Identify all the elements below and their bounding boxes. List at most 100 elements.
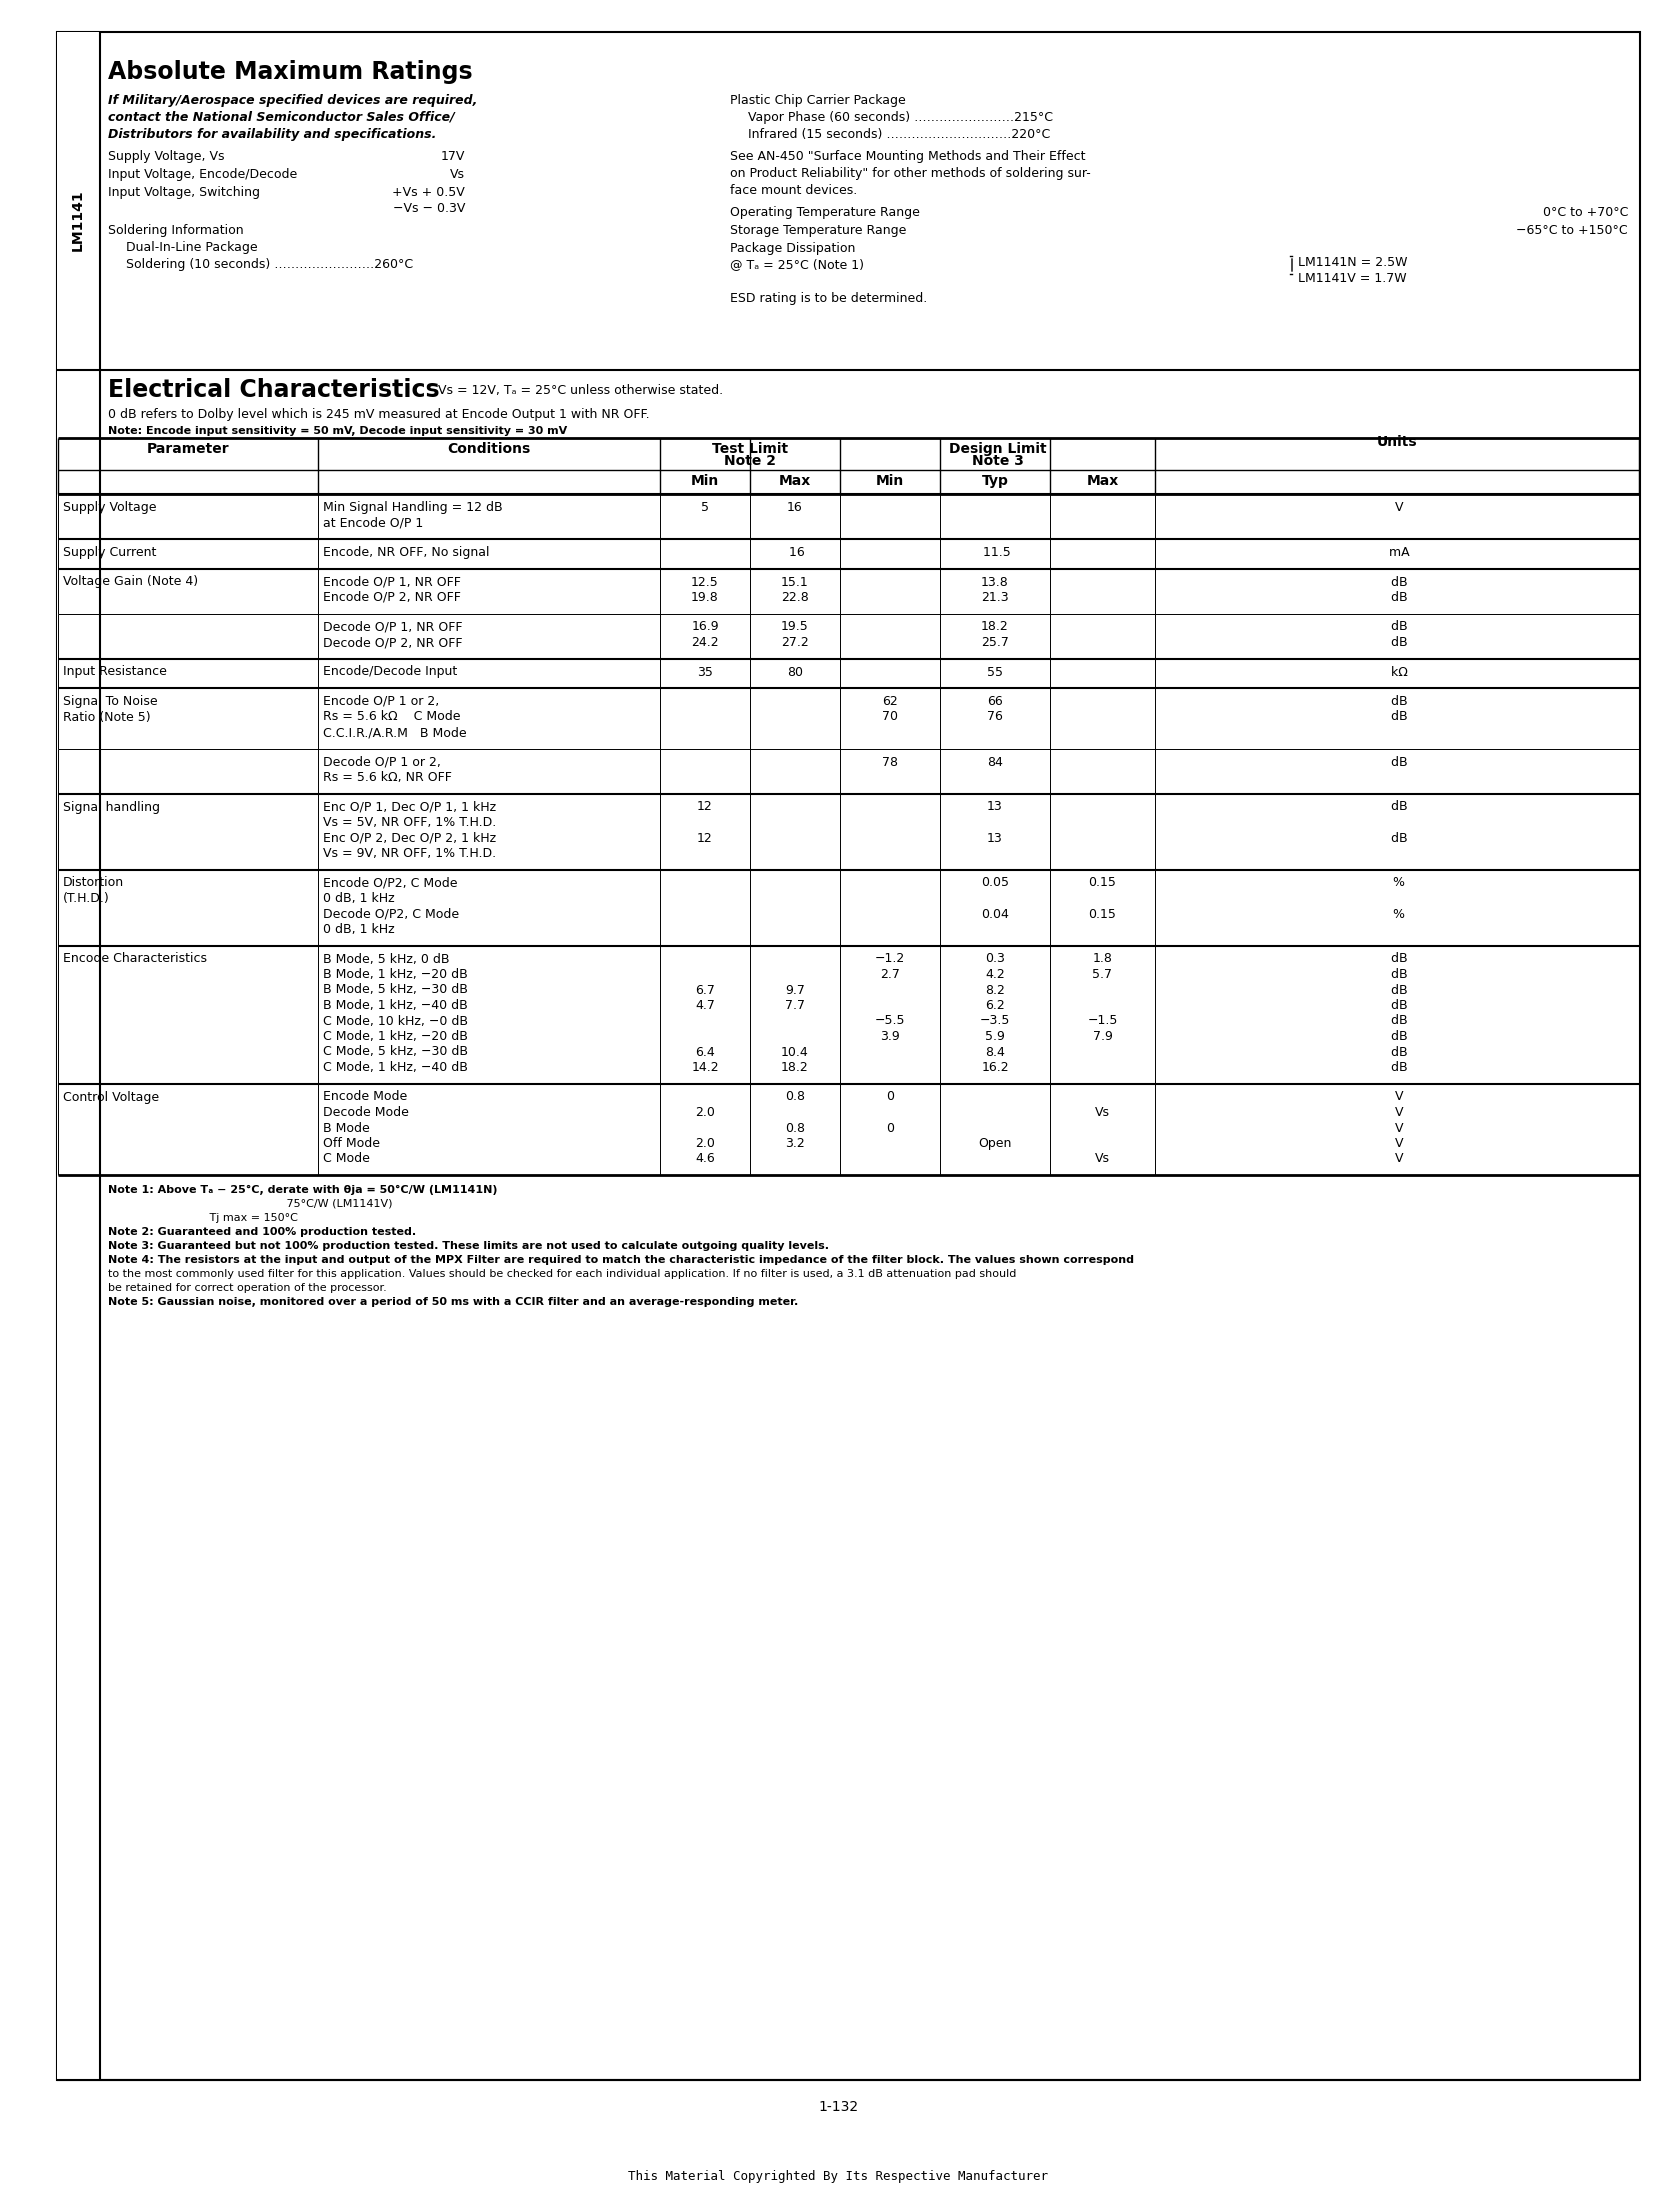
Text: 12: 12: [698, 801, 713, 814]
Text: Vs: Vs: [1095, 1152, 1110, 1166]
Text: V: V: [1390, 1121, 1404, 1135]
Text: 5: 5: [701, 500, 709, 513]
Text: Supply Current: Supply Current: [64, 546, 156, 560]
Text: 3.9: 3.9: [880, 1031, 901, 1044]
Text: dB: dB: [1387, 591, 1407, 604]
Text: B Mode: B Mode: [324, 1121, 369, 1135]
Text: 2.0: 2.0: [694, 1106, 714, 1119]
Text: dB: dB: [1387, 1031, 1407, 1044]
Text: Note 4: The resistors at the input and output of the MPX Filter are required to : Note 4: The resistors at the input and o…: [107, 1254, 1134, 1265]
Text: be retained for correct operation of the processor.: be retained for correct operation of the…: [107, 1283, 387, 1294]
Text: Infrared (15 seconds) …………………………220°C: Infrared (15 seconds) …………………………220°C: [748, 128, 1050, 142]
Text: Open: Open: [978, 1137, 1011, 1150]
Text: 24.2: 24.2: [691, 637, 719, 648]
Text: %: %: [1389, 907, 1405, 920]
Text: Decode O/P 2, NR OFF: Decode O/P 2, NR OFF: [324, 637, 463, 648]
Text: Min Signal Handling = 12 dB: Min Signal Handling = 12 dB: [324, 500, 503, 513]
Text: −1.5: −1.5: [1087, 1015, 1117, 1029]
Text: 7.9: 7.9: [1092, 1031, 1112, 1044]
Text: 4.7: 4.7: [694, 1000, 714, 1013]
Text: +Vs + 0.5V: +Vs + 0.5V: [392, 186, 465, 199]
Text: Plastic Chip Carrier Package: Plastic Chip Carrier Package: [729, 93, 906, 106]
Text: 16: 16: [787, 500, 803, 513]
Text: Soldering (10 seconds) ……………………260°C: Soldering (10 seconds) ……………………260°C: [126, 259, 413, 272]
Text: Note 5: Gaussian noise, monitored over a period of 50 ms with a CCIR filter and : Note 5: Gaussian noise, monitored over a…: [107, 1296, 798, 1307]
Text: 0.15: 0.15: [1088, 876, 1117, 889]
Text: Vs: Vs: [449, 168, 465, 181]
Text: %: %: [1389, 876, 1405, 889]
Text: Encode O/P 1, NR OFF: Encode O/P 1, NR OFF: [324, 575, 461, 588]
Text: 9.7: 9.7: [785, 984, 805, 995]
Text: 19.5: 19.5: [781, 622, 808, 633]
Text: 6.2: 6.2: [984, 1000, 1005, 1013]
Text: Tj max = 150°C: Tj max = 150°C: [107, 1212, 299, 1223]
Text: Test Limit: Test Limit: [713, 442, 788, 456]
Text: Encode O/P 1 or 2,: Encode O/P 1 or 2,: [324, 695, 439, 708]
Text: to the most commonly used filter for this application. Values should be checked : to the most commonly used filter for thi…: [107, 1270, 1016, 1279]
Text: Operating Temperature Range: Operating Temperature Range: [729, 206, 921, 219]
Text: 0 dB, 1 kHz: 0 dB, 1 kHz: [324, 922, 394, 936]
Text: −5.5: −5.5: [875, 1015, 906, 1029]
Text: Encode Mode: Encode Mode: [324, 1091, 408, 1104]
Text: 78: 78: [882, 757, 897, 768]
Text: 84: 84: [988, 757, 1003, 768]
Text: V: V: [1390, 1106, 1404, 1119]
Text: 16.2: 16.2: [981, 1062, 1010, 1075]
Text: Design Limit: Design Limit: [949, 442, 1046, 456]
Text: kΩ: kΩ: [1387, 666, 1407, 679]
Text: Decode O/P 1, NR OFF: Decode O/P 1, NR OFF: [324, 622, 463, 633]
Text: V: V: [1390, 1091, 1404, 1104]
Text: 0.8: 0.8: [785, 1091, 805, 1104]
Text: −Vs − 0.3V: −Vs − 0.3V: [392, 201, 465, 215]
Text: Supply Voltage, Vs: Supply Voltage, Vs: [107, 150, 225, 164]
Text: Max: Max: [1087, 473, 1119, 489]
Text: Min: Min: [691, 473, 719, 489]
Text: Encode Characteristics: Encode Characteristics: [64, 953, 206, 964]
Text: Off Mode: Off Mode: [324, 1137, 381, 1150]
Text: See AN-450 "Surface Mounting Methods and Their Effect: See AN-450 "Surface Mounting Methods and…: [729, 150, 1085, 164]
Text: Encode O/P 2, NR OFF: Encode O/P 2, NR OFF: [324, 591, 461, 604]
Text: Signal To Noise: Signal To Noise: [64, 695, 158, 708]
Text: Encode/Decode Input: Encode/Decode Input: [324, 666, 458, 679]
Text: Soldering Information: Soldering Information: [107, 223, 243, 237]
Text: 1-132: 1-132: [818, 2099, 859, 2115]
Text: Note 1: Above Tₐ − 25°C, derate with θja = 50°C/W (LM1141N): Note 1: Above Tₐ − 25°C, derate with θja…: [107, 1186, 498, 1194]
Text: 7.7: 7.7: [785, 1000, 805, 1013]
Text: Parameter: Parameter: [146, 442, 230, 456]
Text: Input Voltage, Switching: Input Voltage, Switching: [107, 186, 260, 199]
Bar: [57, 31, 101, 2079]
Text: 13.8: 13.8: [981, 575, 1010, 588]
Text: 0: 0: [885, 1121, 894, 1135]
Text: B Mode, 5 kHz, 0 dB: B Mode, 5 kHz, 0 dB: [324, 953, 449, 964]
Text: 4.6: 4.6: [696, 1152, 714, 1166]
Text: Distributors for availability and specifications.: Distributors for availability and specif…: [107, 128, 436, 142]
Text: 17V: 17V: [441, 150, 465, 164]
Text: dB: dB: [1387, 622, 1407, 633]
Text: Storage Temperature Range: Storage Temperature Range: [729, 223, 906, 237]
Text: 4.2: 4.2: [984, 969, 1005, 980]
Text: 2.0: 2.0: [694, 1137, 714, 1150]
Text: −3.5: −3.5: [979, 1015, 1010, 1029]
Text: on Product Reliability" for other methods of soldering sur-: on Product Reliability" for other method…: [729, 166, 1090, 179]
Text: B Mode, 1 kHz, −20 dB: B Mode, 1 kHz, −20 dB: [324, 969, 468, 980]
Text: C Mode, 5 kHz, −30 dB: C Mode, 5 kHz, −30 dB: [324, 1046, 468, 1060]
Text: 27.2: 27.2: [781, 637, 808, 648]
Text: dB: dB: [1387, 801, 1407, 814]
Text: Input Resistance: Input Resistance: [64, 666, 168, 679]
Text: 55: 55: [988, 666, 1003, 679]
Text: 0.15: 0.15: [1088, 907, 1117, 920]
Text: Supply Voltage: Supply Voltage: [64, 500, 156, 513]
Text: 2.7: 2.7: [880, 969, 901, 980]
Text: ESD rating is to be determined.: ESD rating is to be determined.: [729, 292, 927, 305]
Text: 6.7: 6.7: [694, 984, 714, 995]
Text: 14.2: 14.2: [691, 1062, 719, 1075]
Text: 70: 70: [882, 710, 897, 723]
Text: 13: 13: [988, 801, 1003, 814]
Text: contact the National Semiconductor Sales Office/: contact the National Semiconductor Sales…: [107, 111, 454, 124]
Text: 0.04: 0.04: [981, 907, 1010, 920]
Text: 11.5: 11.5: [979, 546, 1011, 560]
Text: Rs = 5.6 kΩ, NR OFF: Rs = 5.6 kΩ, NR OFF: [324, 772, 451, 783]
Text: Distortion: Distortion: [64, 876, 124, 889]
Text: Input Voltage, Encode/Decode: Input Voltage, Encode/Decode: [107, 168, 297, 181]
Text: 0 dB refers to Dolby level which is 245 mV measured at Encode Output 1 with NR O: 0 dB refers to Dolby level which is 245 …: [107, 407, 649, 420]
